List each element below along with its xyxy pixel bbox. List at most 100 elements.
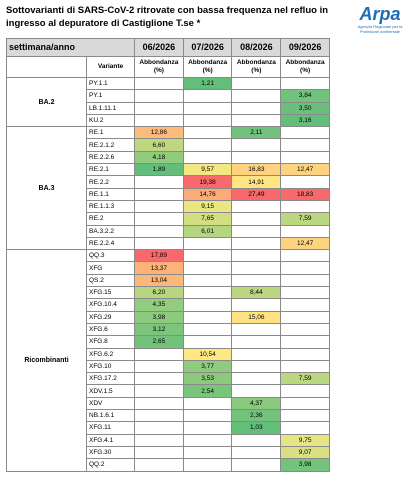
data-row: RE.1.1 14,76 27,49 18,83 xyxy=(7,187,330,201)
empty-cell xyxy=(134,89,184,103)
variant-header: Variante xyxy=(85,56,136,78)
abundance-cell: 2,36 xyxy=(231,409,282,423)
empty-cell xyxy=(231,433,282,447)
abundance-cell: 9,07 xyxy=(280,445,330,460)
empty-cell xyxy=(182,150,233,165)
variant-name: BA.3.2.2 xyxy=(85,224,136,238)
group-label: BA.2 xyxy=(6,76,87,128)
empty-cell xyxy=(182,273,233,288)
variant-table: settimana/anno 06/2026 07/2026 08/2026 09/20… xyxy=(5,38,330,472)
data-row: RE.2.1.2 6,60 xyxy=(7,138,330,152)
variant-name: XFG xyxy=(85,261,136,275)
abundance-cell: 13,04 xyxy=(134,273,184,288)
abundance-cell: 13,37 xyxy=(134,261,184,275)
empty-cell xyxy=(182,421,233,435)
abundance-cell: 2,65 xyxy=(134,335,184,349)
abundance-cell: 3,98 xyxy=(280,458,330,472)
empty-cell xyxy=(134,347,184,361)
empty-cell xyxy=(182,409,233,423)
measure-header: Abbondanza (%) xyxy=(231,56,282,78)
header-label: settimana/anno xyxy=(5,38,136,57)
empty-cell xyxy=(231,101,282,115)
abundance-cell: 9,15 xyxy=(182,199,233,214)
empty-cell xyxy=(182,89,233,103)
empty-cell xyxy=(280,76,330,91)
abundance-cell: 3,16 xyxy=(280,113,330,128)
empty-cell xyxy=(231,372,282,386)
variant-name: XDV.1.5 xyxy=(85,384,136,398)
empty-cell xyxy=(280,138,330,152)
abundance-cell: 9,75 xyxy=(280,433,330,447)
logo: Arpa Agenzia Regionale per la Protezione… xyxy=(350,4,410,34)
data-row: RE.2.1 1,89 9,57 16,83 12,47 xyxy=(7,163,330,177)
abundance-cell: 4,18 xyxy=(134,150,184,165)
empty-cell xyxy=(134,421,184,435)
week-header: 08/2026 xyxy=(231,38,282,57)
variant-name: PY.1.1 xyxy=(85,76,136,91)
empty-cell xyxy=(182,236,233,251)
empty-cell xyxy=(182,335,233,349)
abundance-cell: 19,38 xyxy=(182,175,233,189)
abundance-cell: 3,84 xyxy=(280,89,330,103)
empty-cell xyxy=(134,175,184,189)
variant-name: XFG.17.2 xyxy=(85,372,136,386)
empty-cell xyxy=(280,409,330,423)
data-row: QQ.2 3,98 xyxy=(7,458,330,472)
empty-cell xyxy=(182,249,233,263)
empty-cell xyxy=(280,421,330,435)
empty-cell xyxy=(6,56,87,78)
variant-name: QS.2 xyxy=(85,273,136,288)
week-header: 09/2026 xyxy=(280,38,330,57)
abundance-cell: 8,44 xyxy=(231,286,282,300)
abundance-cell: 6,20 xyxy=(134,286,184,300)
variant-name: QQ.3 xyxy=(85,249,136,263)
abundance-cell: 2,54 xyxy=(182,384,233,398)
abundance-cell: 17,89 xyxy=(134,249,184,263)
data-row: XFG.4.1 9,75 xyxy=(7,433,330,447)
measure-header: Abbondanza (%) xyxy=(280,56,330,78)
empty-cell xyxy=(231,249,282,263)
group-label: BA.3 xyxy=(6,126,87,251)
variant-name: RE.2.2.4 xyxy=(85,236,136,251)
empty-cell xyxy=(280,249,330,263)
empty-cell xyxy=(134,372,184,386)
variant-name: XDV xyxy=(85,396,136,411)
abundance-cell: 12,47 xyxy=(280,163,330,177)
data-row: XFG.30 9,07 xyxy=(7,445,330,460)
abundance-cell: 9,57 xyxy=(182,163,233,177)
empty-cell xyxy=(280,310,330,324)
data-row: RE.2.2 19,38 14,91 xyxy=(7,175,330,189)
empty-cell xyxy=(280,335,330,349)
abundance-cell: 7,59 xyxy=(280,212,330,226)
empty-cell xyxy=(134,76,184,91)
variant-name: XFG.10.4 xyxy=(85,298,136,312)
empty-cell xyxy=(231,298,282,312)
abundance-cell: 27,49 xyxy=(231,187,282,201)
abundance-cell: 1,89 xyxy=(134,163,184,177)
abundance-cell: 3,98 xyxy=(134,310,184,324)
week-header: 07/2026 xyxy=(182,38,233,57)
data-row: RE.2.2.4 12,47 xyxy=(7,236,330,251)
empty-cell xyxy=(231,359,282,374)
empty-cell xyxy=(134,409,184,423)
data-row: RE.2 7,65 7,59 xyxy=(7,212,330,226)
empty-cell xyxy=(231,335,282,349)
empty-cell xyxy=(134,433,184,447)
empty-cell xyxy=(134,359,184,374)
data-row: XFG.6 3,12 xyxy=(7,322,330,337)
empty-cell xyxy=(182,298,233,312)
empty-cell xyxy=(182,113,233,128)
empty-cell xyxy=(231,322,282,337)
logo-subtitle: Agenzia Regionale per la Protezione Ambi… xyxy=(357,24,403,34)
empty-cell xyxy=(231,273,282,288)
empty-cell xyxy=(182,126,233,140)
empty-cell xyxy=(231,347,282,361)
variant-name: RE.2.1 xyxy=(85,163,136,177)
empty-cell xyxy=(231,138,282,152)
variant-name: XFG.30 xyxy=(85,445,136,460)
abundance-cell: 7,65 xyxy=(182,212,233,226)
empty-cell xyxy=(134,113,184,128)
variant-name: NB.1.6.1 xyxy=(85,409,136,423)
variant-name: XFG.8 xyxy=(85,335,136,349)
abundance-cell: 10,54 xyxy=(182,347,233,361)
